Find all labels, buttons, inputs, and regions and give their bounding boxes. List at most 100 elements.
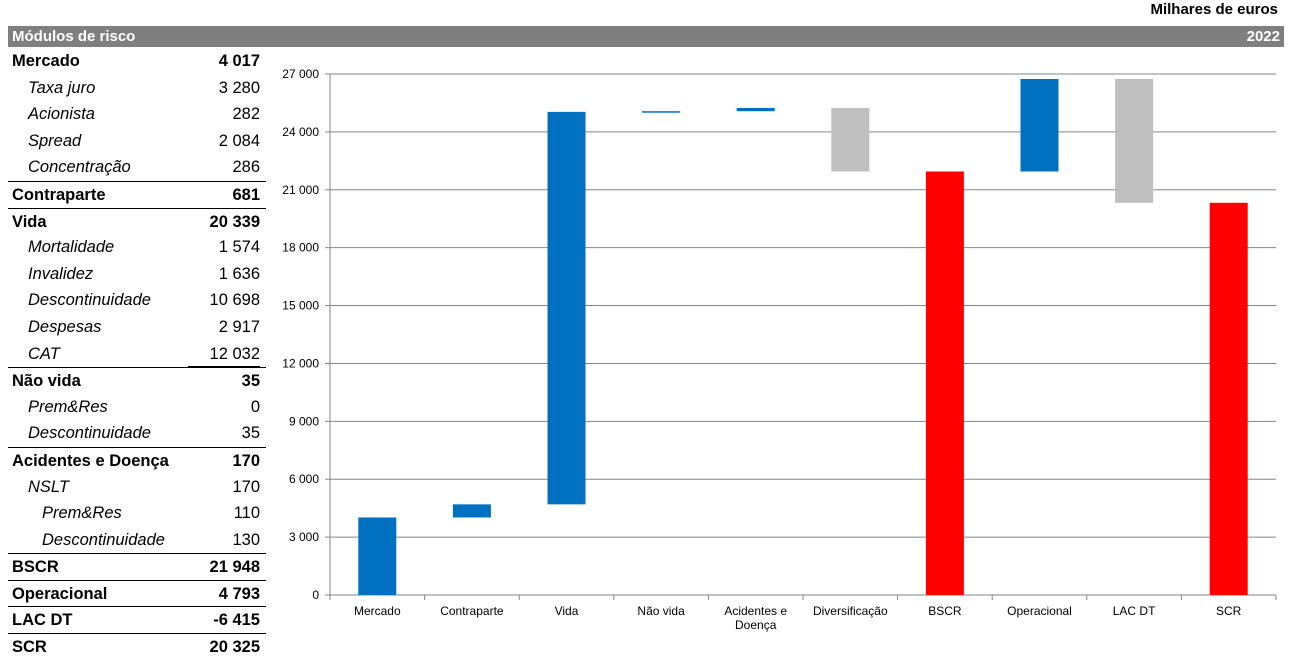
units-label: Milhares de euros: [1150, 1, 1278, 18]
x-tick-label: Acidentes e Doença: [724, 604, 787, 632]
row-label: Operacional: [12, 584, 108, 603]
row-value: 0: [250, 397, 260, 416]
row-value: 21 948: [209, 558, 260, 577]
bar: [642, 111, 681, 113]
row-label: Prem&Res: [42, 504, 122, 523]
bar: [1115, 78, 1154, 203]
row-value: 130: [232, 530, 260, 549]
row-label: Mercado: [12, 52, 80, 70]
row-value: 10 698: [209, 291, 260, 310]
row-value: 20 339: [209, 212, 260, 231]
year-label: 2022: [1246, 28, 1280, 45]
subtotal-underline: [188, 366, 260, 368]
table-row: Invalidez 1 636: [8, 261, 266, 288]
bar: [547, 111, 586, 505]
y-tick-label: 0: [312, 588, 319, 602]
row-label: SCR: [12, 638, 47, 657]
row-label: Contraparte: [12, 185, 106, 204]
row-value: 12 032: [209, 344, 260, 363]
table-row: LAC DT -6 415: [8, 606, 266, 633]
bar: [1020, 78, 1059, 172]
row-value: 1 636: [218, 264, 260, 283]
row-value: 2 917: [218, 317, 260, 336]
table-row: Prem&Res 110: [8, 500, 266, 527]
table-row: Operacional 4 793: [8, 579, 266, 607]
table-row: Prem&Res 0: [8, 394, 266, 421]
row-label: Taxa juro: [28, 78, 96, 97]
row-label: Spread: [28, 131, 82, 150]
row-label: Prem&Res: [28, 397, 108, 416]
row-label: Acidentes e Doença: [12, 451, 169, 470]
table-row: BSCR 21 948: [8, 553, 266, 580]
row-label: CAT: [28, 344, 60, 363]
x-tick-label: SCR: [1216, 604, 1242, 618]
risk-module-table: Mercado 4 017 Taxa juro 3 280 Acionista 282 Sp…: [8, 48, 266, 660]
row-label: Invalidez: [28, 264, 94, 283]
row-value: 4 017: [218, 52, 260, 70]
row-value: 110: [233, 504, 260, 523]
row-value: 170: [232, 477, 260, 496]
y-tick-label: 27 000: [282, 67, 319, 81]
row-label: Concentração: [28, 158, 131, 177]
row-value: 2 084: [218, 131, 260, 150]
row-value: 1 574: [218, 238, 260, 257]
y-tick-label: 15 000: [282, 299, 319, 313]
table-row: Spread 2 084: [8, 128, 266, 155]
table-row: Taxa juro 3 280: [8, 75, 266, 102]
x-tick-label: Diversificação: [813, 604, 888, 618]
bar: [358, 517, 397, 595]
bar: [736, 107, 775, 112]
row-label: Vida: [12, 212, 47, 231]
table-row: Concentração 286: [8, 154, 266, 181]
row-value: 170: [232, 451, 260, 470]
x-tick-label: Vida: [555, 604, 579, 618]
module-title: Módulos de risco: [12, 28, 136, 45]
row-value: 3 280: [218, 78, 260, 97]
row-value: -6 415: [213, 611, 260, 630]
row-label: Descontinuidade: [42, 530, 165, 549]
row-label: Acionista: [28, 105, 95, 124]
table-row: Não vida 35: [8, 367, 266, 394]
y-tick-label: 3 000: [289, 530, 319, 544]
y-tick-label: 12 000: [282, 356, 319, 370]
y-tick-label: 18 000: [282, 241, 319, 255]
table-row: Mortalidade 1 574: [8, 234, 266, 261]
x-tick-label: Mercado: [354, 604, 401, 618]
header-bar: Módulos de risco 2022: [8, 26, 1284, 47]
row-value: 681: [232, 185, 260, 204]
row-label: BSCR: [12, 558, 59, 577]
table-row: Mercado 4 017: [8, 48, 266, 75]
row-value: 4 793: [218, 584, 260, 603]
table-row: Descontinuidade 35: [8, 420, 266, 447]
bar: [925, 171, 964, 595]
table-row: Despesas 2 917: [8, 314, 266, 341]
y-tick-label: 24 000: [282, 125, 319, 139]
table-row: Descontinuidade 10 698: [8, 287, 266, 314]
table-row: NSLT 170: [8, 474, 266, 501]
table-row: Contraparte 681: [8, 180, 266, 208]
x-tick-label: LAC DT: [1113, 604, 1156, 618]
table-row: Descontinuidade 130: [8, 527, 266, 554]
row-value: 35: [241, 372, 260, 391]
y-tick-label: 6 000: [289, 472, 319, 486]
row-label: Descontinuidade: [28, 291, 151, 310]
table-row: CAT 12 032: [8, 341, 266, 368]
row-label: Despesas: [28, 317, 102, 336]
x-tick-label: BSCR: [928, 604, 962, 618]
row-value: 20 325: [209, 638, 260, 657]
row-label: Mortalidade: [28, 238, 115, 257]
y-tick-label: 21 000: [282, 183, 319, 197]
y-tick-label: 9 000: [289, 414, 319, 428]
bar: [452, 504, 491, 518]
row-label: LAC DT: [12, 611, 73, 630]
table-row: Acidentes e Doença 170: [8, 446, 266, 474]
row-value: 282: [232, 105, 260, 124]
row-value: 286: [232, 158, 260, 177]
row-value: 35: [241, 424, 260, 443]
bar: [1209, 202, 1248, 595]
row-label: NSLT: [28, 477, 69, 496]
x-tick-label: Não vida: [637, 604, 685, 618]
table-row: Acionista 282: [8, 101, 266, 128]
table-row: SCR 20 325: [8, 633, 266, 660]
table-row: Vida 20 339: [8, 207, 266, 235]
